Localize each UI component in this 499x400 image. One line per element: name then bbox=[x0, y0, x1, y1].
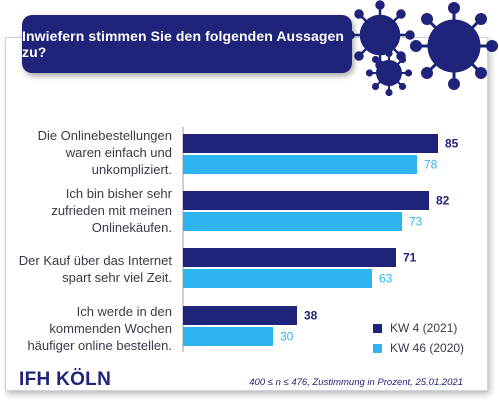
legend-label: KW 46 (2020) bbox=[390, 341, 465, 355]
footnote: 400 ≤ n ≤ 476, Zustimmung in Prozent, 25… bbox=[249, 377, 463, 388]
data-label: 78 bbox=[424, 158, 438, 172]
ifh-logo: IFH KÖLN bbox=[19, 369, 112, 390]
data-label: 85 bbox=[445, 137, 459, 151]
data-label: 71 bbox=[403, 251, 417, 265]
title-banner: Inwiefern stimmen Sie den folgenden Auss… bbox=[22, 15, 352, 73]
statement-label: Ich bin bisher sehr zufrieden mit meinen… bbox=[51, 186, 172, 235]
bar bbox=[183, 155, 417, 174]
data-label: 82 bbox=[436, 194, 450, 208]
virus-icon bbox=[366, 50, 412, 96]
legend-item: KW 4 (2021) bbox=[373, 321, 457, 335]
bar bbox=[183, 191, 429, 210]
statement-label: Die Onlinebestellungen waren einfach und… bbox=[37, 128, 172, 177]
virus-icon bbox=[345, 0, 415, 70]
data-label: 63 bbox=[379, 272, 393, 286]
virus-icon bbox=[410, 2, 498, 90]
bar bbox=[183, 134, 438, 153]
legend-swatch bbox=[373, 323, 382, 333]
data-label: 38 bbox=[304, 309, 318, 323]
legend-item: KW 46 (2020) bbox=[373, 341, 464, 355]
statement-label: Der Kauf über das Internet spart sehr vi… bbox=[18, 253, 172, 285]
bar bbox=[183, 212, 402, 231]
statement-label: Ich werde in den kommenden Wochen häufig… bbox=[27, 304, 172, 353]
bar bbox=[183, 306, 297, 325]
chart-title: Inwiefern stimmen Sie den folgenden Auss… bbox=[22, 28, 345, 60]
data-label: 30 bbox=[280, 330, 294, 344]
data-label: 73 bbox=[409, 215, 423, 229]
legend-swatch bbox=[373, 343, 382, 353]
bar bbox=[183, 269, 372, 288]
bar bbox=[183, 327, 273, 346]
bar bbox=[183, 248, 396, 267]
legend-label: KW 4 (2021) bbox=[390, 321, 458, 335]
